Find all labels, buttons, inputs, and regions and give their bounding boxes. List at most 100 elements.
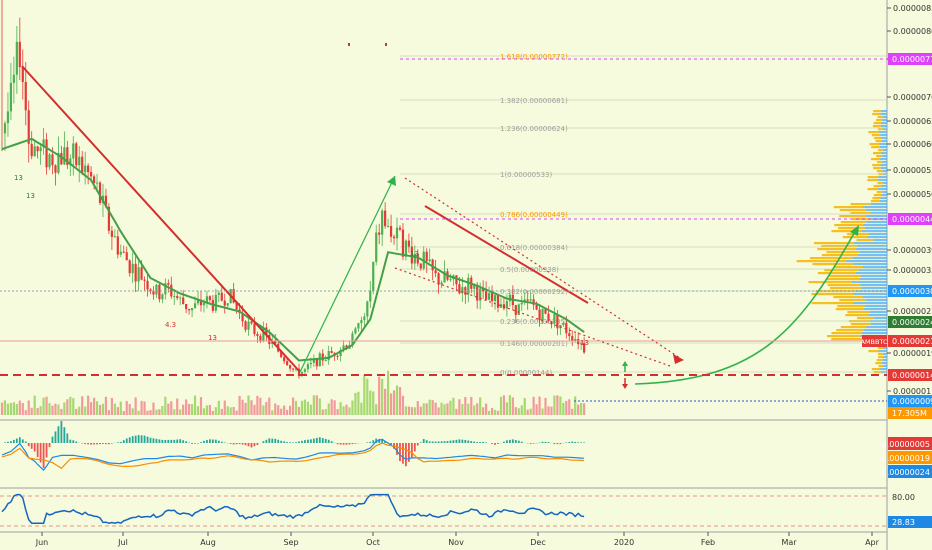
- candle-body: [321, 353, 324, 361]
- volume-profile-bar: [870, 200, 880, 203]
- volume-bar: [485, 403, 488, 415]
- macd-histogram-bar: [348, 443, 351, 445]
- volume-profile-bar: [872, 125, 881, 128]
- fib-level-label: 1.618(0.00000772): [500, 53, 568, 61]
- volume-bar: [39, 406, 42, 415]
- macd-histogram-bar: [194, 443, 196, 444]
- candle-body: [69, 158, 72, 165]
- volume-bar: [104, 396, 108, 415]
- candle-body: [360, 320, 363, 324]
- macd-histogram-bar: [51, 436, 54, 443]
- macd-histogram-bar: [206, 440, 208, 443]
- macd-histogram-bar: [422, 439, 425, 443]
- sequence-label: 13: [580, 339, 589, 347]
- price-tick-label: 0.00000190: [893, 349, 932, 358]
- volume-bar: [250, 400, 253, 415]
- candle-body: [190, 308, 194, 311]
- volume-bar: [375, 404, 378, 415]
- volume-profile-bar: [879, 200, 887, 203]
- volume-profile-bar: [872, 113, 881, 116]
- volume-profile-bar: [870, 212, 887, 215]
- price-badge-label: 0.00000211: [892, 337, 932, 346]
- candle-body: [199, 299, 203, 306]
- volume-bar: [496, 410, 500, 415]
- candle-body: [92, 176, 96, 184]
- volume-profile-bar: [834, 224, 864, 227]
- volume-bar: [143, 401, 146, 415]
- green-up-arrow-icon: [622, 361, 628, 372]
- volume-profile-bar: [837, 305, 865, 308]
- volume-profile-bar: [869, 233, 887, 236]
- candle-body: [128, 260, 131, 274]
- candle-body: [514, 305, 517, 315]
- volume-bar: [425, 403, 428, 415]
- macd-histogram-bar: [149, 437, 152, 443]
- volume-profile-bar: [866, 326, 887, 329]
- volume-bar: [12, 402, 15, 415]
- time-tick-label: 2020: [614, 538, 634, 547]
- volume-bar: [458, 399, 461, 415]
- volume-profile-bar: [855, 248, 887, 251]
- volume-bar: [526, 409, 529, 415]
- volume-profile-bar: [883, 356, 887, 359]
- volume-bar: [277, 405, 280, 415]
- volume-bar: [461, 404, 464, 415]
- volume-bar: [321, 409, 324, 415]
- candle-body: [496, 295, 500, 308]
- volume-bar: [395, 385, 399, 415]
- macd-axis-labels: -0.00000005 -0.00000019 -0.00000024: [879, 437, 932, 478]
- volume-profile-bar: [878, 128, 883, 131]
- macd-histogram-bar: [134, 435, 137, 443]
- macd-histogram-bar: [464, 439, 467, 443]
- volume-bar: [190, 404, 194, 415]
- volume-profile-bar: [853, 302, 887, 305]
- volume-profile-bar: [863, 308, 887, 311]
- macd-histogram-bar: [72, 440, 75, 443]
- uptrend-line-1: [299, 175, 396, 373]
- volume-profile-bar: [880, 110, 887, 113]
- symbol-badge: [862, 335, 887, 347]
- volume-profile-bar: [879, 146, 887, 149]
- volume-bar: [214, 407, 217, 415]
- candle-body: [378, 232, 381, 235]
- candle-body: [437, 273, 440, 285]
- macd-histogram-bar: [503, 441, 505, 443]
- macd-histogram-bar: [321, 438, 324, 443]
- candle-body: [458, 284, 461, 294]
- volume-profile-bar: [875, 140, 882, 143]
- price-badge-label: 17.305M: [892, 409, 927, 418]
- price-tick-label: 0.00000390: [893, 246, 932, 255]
- volume-bar: [514, 407, 517, 415]
- volume-bars: [0, 370, 586, 415]
- fib-level-label: 1.236(0.00000624): [500, 125, 568, 133]
- macd-histogram-bar: [209, 439, 211, 443]
- volume-bar: [443, 404, 446, 415]
- candle-body: [398, 227, 402, 230]
- ema-line: [1, 137, 585, 362]
- volume-bar: [229, 407, 232, 415]
- volume-profile-bar: [863, 224, 887, 227]
- candle-body: [220, 292, 223, 301]
- candle-body: [232, 289, 235, 303]
- time-tick-label: Sep: [283, 538, 298, 547]
- volume-profile-bar: [831, 338, 862, 341]
- rsi-panel: [0, 493, 887, 527]
- volume-profile-bar: [878, 365, 884, 368]
- volume-bar: [366, 378, 369, 415]
- signal-line: [1, 442, 585, 470]
- macd-histogram-bar: [280, 440, 283, 443]
- volume-bar: [544, 397, 547, 415]
- candle-body: [90, 172, 93, 177]
- volume-profile-bar: [882, 353, 887, 356]
- price-badge-label: 0.00000307: [892, 287, 932, 296]
- candle-body: [565, 322, 568, 334]
- fib-level-label: 0.382(0.00000292): [500, 288, 568, 296]
- macd-histogram-bar: [256, 443, 259, 445]
- volume-bar: [562, 402, 565, 415]
- candle-body: [574, 338, 577, 341]
- candle-body: [104, 195, 108, 207]
- volume-profile-bar: [839, 215, 866, 218]
- macd-histogram-bar: [90, 443, 92, 445]
- volume-bar: [437, 407, 440, 415]
- volume-bar: [256, 395, 259, 415]
